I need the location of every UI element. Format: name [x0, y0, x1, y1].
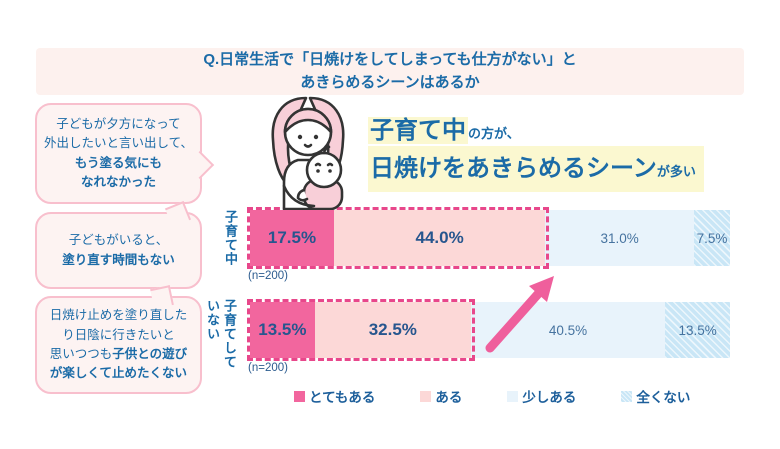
sample-size-label-1: (n=200) [248, 270, 288, 282]
segment-value-label: 32.5% [368, 320, 417, 339]
quote-text-bold: 塗り直す時間もない [62, 252, 175, 267]
headline-small-2: が多い [656, 164, 696, 179]
bar-segment-とてもある: 17.5% [250, 210, 334, 266]
segment-value-label: 44.0% [415, 228, 464, 247]
bubble-tail [164, 200, 192, 228]
stacked-bar-child-rearing: 17.5% 44.0% 31.0% 7.5% [247, 207, 730, 269]
bubble-tail [150, 285, 174, 309]
headline-emphasis-1: 子育て中 [368, 117, 468, 144]
quote-text: 子どもがいると、 [68, 233, 169, 248]
headline-emphasis-2: 日焼けをあきらめるシーン [370, 155, 657, 182]
question-banner: Q.日常生活で「日焼けをしてしまっても仕方がない」と あきらめるシーンはあるか [36, 48, 744, 95]
headline: 子育て中 の方が、 日焼けをあきらめるシーンが多い [368, 110, 704, 192]
segment-value-label: 7.5% [696, 230, 728, 246]
question-line-1: Q.日常生活で「日焼けをしてしまっても仕方がない」と [203, 51, 577, 68]
segment-value-label: 31.0% [600, 230, 639, 246]
legend-swatch-totemo-aru [294, 390, 305, 402]
mother-baby-illustration [271, 96, 345, 210]
bar-segment-少しある: 31.0% [545, 210, 694, 266]
headline-small-1: の方が、 [468, 126, 520, 141]
legend-label: 少しある [522, 390, 577, 405]
increase-arrow-icon [485, 276, 554, 353]
segment-value-label: 17.5% [267, 228, 317, 247]
legend-label: ある [435, 390, 463, 405]
segment-value-label: 13.5% [258, 320, 307, 339]
quote-bubble-2: 子どもがいると、 塗り直す時間もない [35, 200, 202, 289]
question-line-2: あきらめるシーンはあるか [300, 73, 480, 91]
headline-line-2: 日焼けをあきらめるシーンが多い [368, 146, 704, 192]
legend-item-sukoshi-aru: 少しある [507, 386, 576, 406]
quote-text-bold: もう塗る気にも なれなかった [74, 155, 163, 189]
quote-text: 子どもが夕方になって 外出したいと言い出して、 [43, 116, 193, 151]
sample-size-label-2: (n=200) [248, 362, 288, 374]
legend-item-aru: ある [420, 386, 462, 406]
quote-bubble-1: 子どもが夕方になって 外出したいと言い出して、 もう塗る気にも なれなかった [35, 103, 215, 204]
segment-value-label: 13.5% [678, 322, 717, 338]
bar-segment-とてもある: 13.5% [250, 302, 315, 358]
segment-value-label: 40.5% [548, 322, 588, 338]
legend-swatch-aru [420, 390, 432, 402]
legend-item-totemo-aru: とてもある [294, 386, 375, 406]
legend-label: 全くない [636, 390, 691, 405]
legend-swatch-mattaku-nai [621, 390, 633, 402]
quote-text: 日焼け止めを塗り直した り日陰に行きたいと 思いつつも [49, 308, 188, 361]
legend-label: とてもある [309, 390, 376, 405]
category-label-not-child-rearing: 子育てしていない [205, 299, 237, 369]
bar-segment-ある: 44.0% [334, 210, 546, 266]
legend-item-mattaku-nai: 全くない [621, 386, 690, 406]
category-label-child-rearing: 子育て中 [223, 210, 238, 266]
legend-swatch-sukoshi-aru [507, 390, 519, 402]
chart-legend: とてもある ある 少しある 全くない [252, 386, 730, 406]
bar-segment-全くない: 13.5% [665, 302, 730, 358]
bar-segment-ある: 32.5% [314, 302, 471, 358]
quote-text-bold: 子供との遊び が楽しくて止めたくない [49, 347, 188, 381]
bar-segment-全くない: 7.5% [693, 210, 730, 266]
headline-line-1: 子育て中 の方が、 [368, 110, 704, 145]
quote-bubble-3: 日焼け止めを塗り直した り日陰に行きたいと 思いつつも子供との遊び が楽しくて止… [35, 285, 202, 394]
